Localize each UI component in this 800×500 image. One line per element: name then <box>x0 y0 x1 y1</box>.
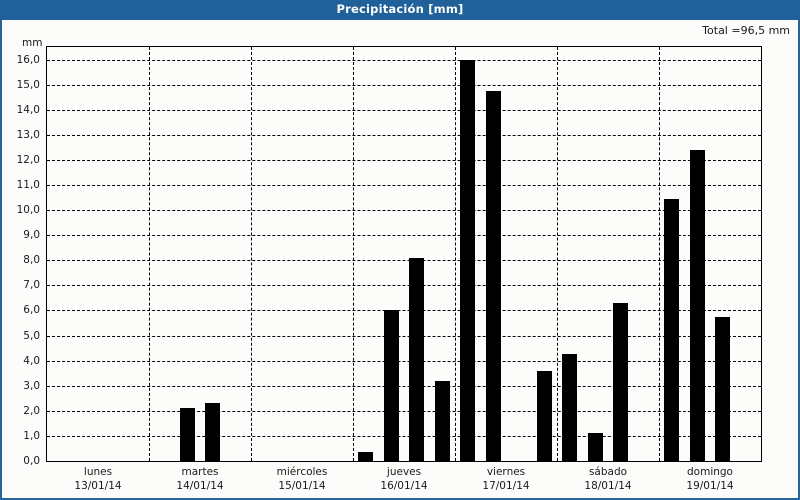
bar <box>383 310 399 461</box>
gridline-horizontal <box>47 260 761 262</box>
bar <box>715 316 731 461</box>
y-axis-tick-label: 13,0 <box>16 128 40 141</box>
x-axis-category-label: martes 14/01/14 <box>149 465 251 493</box>
y-axis-tick-label: 14,0 <box>16 103 40 116</box>
bar <box>562 354 578 461</box>
bar <box>485 90 501 461</box>
x-axis-date: 16/01/14 <box>380 480 428 492</box>
bar <box>434 380 450 461</box>
x-axis-day-name: domingo <box>687 466 733 478</box>
x-axis-category-label: domingo 19/01/14 <box>659 465 761 493</box>
gridline-vertical <box>455 47 456 461</box>
x-axis-category-label: viernes 17/01/14 <box>455 465 557 493</box>
gridline-horizontal <box>47 84 761 86</box>
gridline-vertical <box>353 47 354 461</box>
bar <box>664 198 680 461</box>
gridline-horizontal <box>47 410 761 412</box>
chart-plot-area <box>46 46 762 462</box>
total-precipitation-label: Total =96,5 mm <box>702 24 790 37</box>
y-axis-unit-label: mm <box>22 37 43 49</box>
gridline-horizontal <box>47 185 761 186</box>
y-axis-tick-label: 8,0 <box>23 254 40 267</box>
chart-plot-inner <box>47 47 761 461</box>
bar <box>179 408 195 461</box>
y-axis-tick-label: 11,0 <box>16 179 40 191</box>
gridline-horizontal <box>47 210 761 212</box>
gridline-horizontal <box>47 59 761 61</box>
y-axis-tick-label: 4,0 <box>23 354 40 367</box>
gridline-horizontal <box>47 385 761 387</box>
gridline-horizontal <box>47 310 761 312</box>
y-axis-tick-label: 12,0 <box>16 153 40 166</box>
window-title: Precipitación [mm] <box>336 2 464 17</box>
x-axis-date: 17/01/14 <box>482 480 530 492</box>
y-axis-tick-label: 9,0 <box>23 229 40 242</box>
gridline-vertical <box>659 47 660 461</box>
bar <box>409 257 425 461</box>
y-axis-tick-label: 15,0 <box>16 78 40 91</box>
gridline-vertical <box>557 47 558 461</box>
window-title-bar: Precipitación [mm] <box>0 0 800 20</box>
x-axis-day-name: lunes <box>83 466 113 478</box>
bar <box>689 149 705 461</box>
y-axis-tick-label: 2,0 <box>23 404 40 417</box>
x-axis-category-label: lunes 13/01/14 <box>47 465 149 493</box>
y-axis-tick-label: 10,0 <box>16 204 40 217</box>
y-axis-tick-label: 5,0 <box>23 329 40 342</box>
bar <box>536 370 552 461</box>
x-axis-day-name: jueves <box>386 466 422 478</box>
x-axis-date: 13/01/14 <box>74 480 122 492</box>
gridline-horizontal <box>47 335 761 337</box>
gridline-vertical <box>149 47 150 461</box>
x-axis-category-label: sábado 18/01/14 <box>557 465 659 493</box>
x-axis-date: 18/01/14 <box>584 480 632 492</box>
bar <box>205 403 221 461</box>
x-axis-day-name: martes <box>181 466 219 478</box>
bar <box>613 302 629 461</box>
x-axis-category-label: miércoles 15/01/14 <box>251 465 353 493</box>
x-axis-date: 14/01/14 <box>176 480 224 492</box>
gridline-vertical <box>251 47 252 461</box>
y-axis-tick-label: 16,0 <box>16 53 40 66</box>
x-axis-date: 19/01/14 <box>686 480 734 492</box>
y-axis-tick-label: 3,0 <box>23 379 40 392</box>
x-axis-day-name: viernes <box>486 466 526 478</box>
y-axis-tick-label: 0,0 <box>23 455 40 467</box>
bar <box>358 452 374 461</box>
y-axis-tick-label: 7,0 <box>23 279 40 292</box>
x-axis-day-name: sábado <box>588 466 628 478</box>
x-axis-date: 15/01/14 <box>278 480 326 492</box>
x-axis-day-name: miércoles <box>276 466 328 478</box>
gridline-horizontal <box>47 285 761 287</box>
y-axis-tick-label: 6,0 <box>23 304 40 317</box>
bar <box>587 433 603 461</box>
y-axis-tick-label: 1,0 <box>23 429 40 442</box>
gridline-horizontal <box>47 134 761 136</box>
bar <box>460 59 476 461</box>
x-axis-category-label: jueves 16/01/14 <box>353 465 455 493</box>
gridline-horizontal <box>47 360 761 362</box>
gridline-horizontal <box>47 435 761 437</box>
gridline-horizontal <box>47 159 761 161</box>
gridline-horizontal <box>47 235 761 237</box>
gridline-horizontal <box>47 109 761 111</box>
